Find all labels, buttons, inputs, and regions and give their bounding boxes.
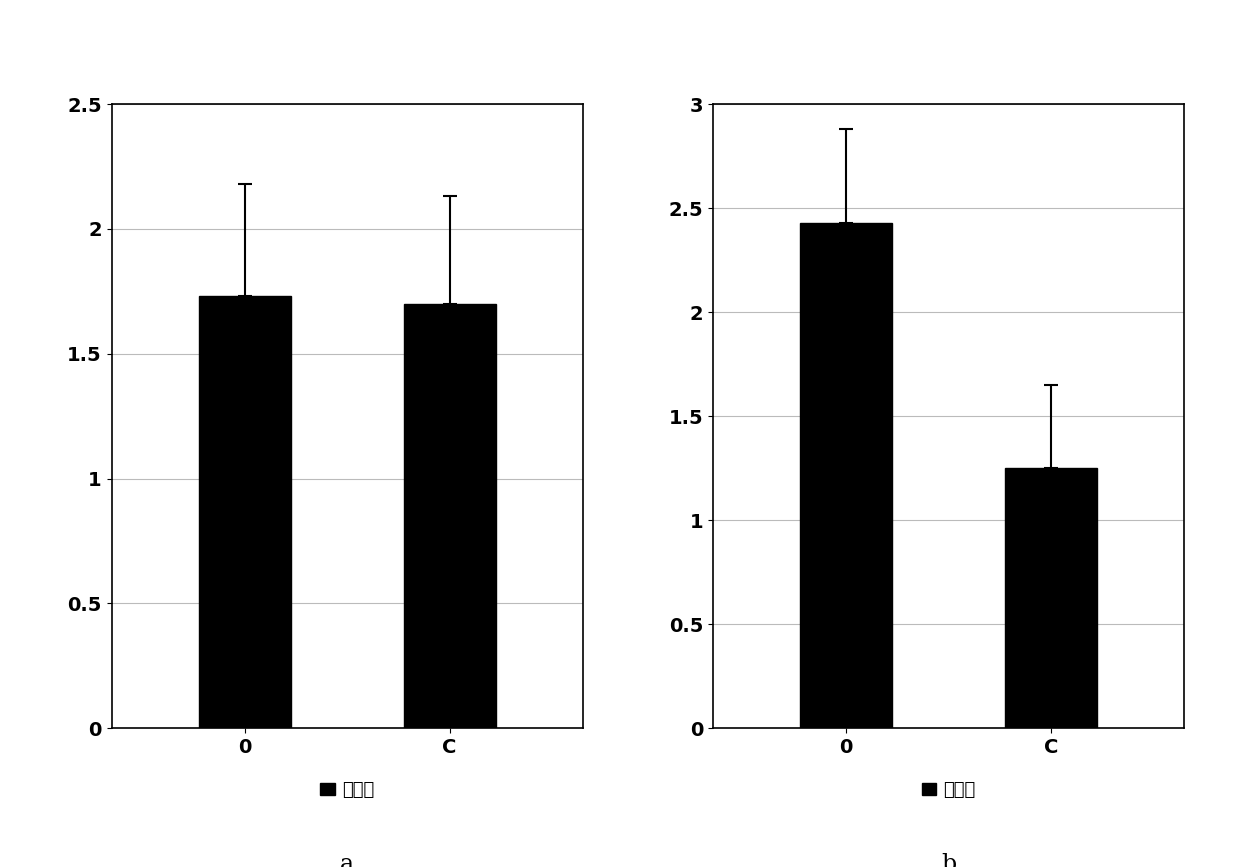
Text: b: b [941, 853, 956, 867]
Bar [800, 223, 893, 728]
Bar [1004, 468, 1097, 728]
Legend: 平均數: 平均數 [914, 774, 983, 806]
Bar [198, 297, 291, 728]
Text: a: a [340, 853, 355, 867]
Bar [403, 303, 496, 728]
Legend: 平均數: 平均數 [312, 774, 382, 806]
